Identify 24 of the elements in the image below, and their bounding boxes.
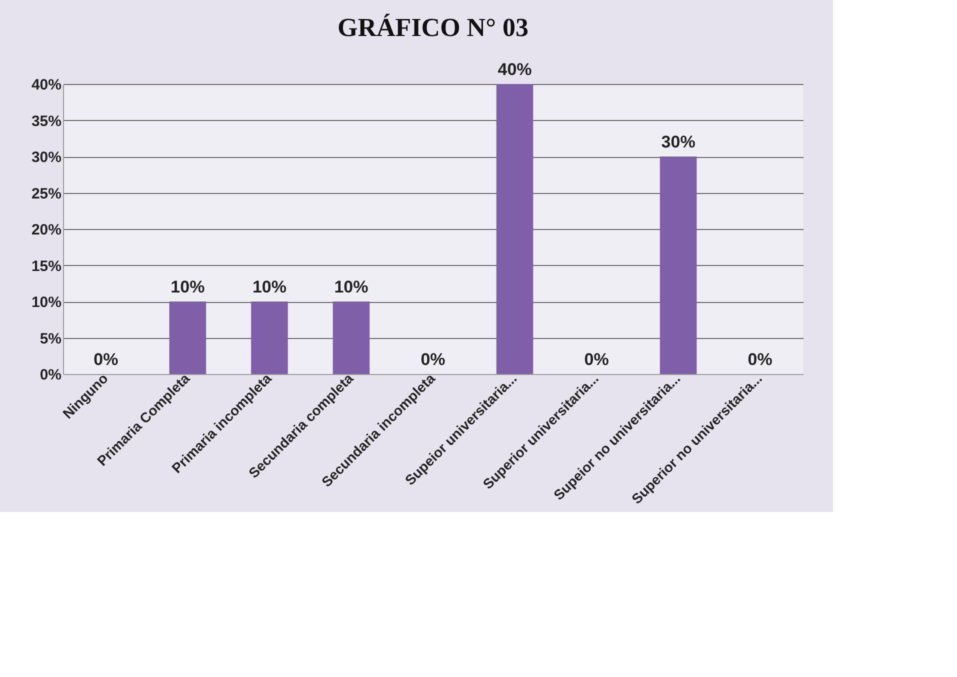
y-tick-label: 0% [40,366,62,384]
y-tick-label: 25% [31,185,62,202]
y-tick-label: 5% [40,330,62,348]
bar [496,84,534,374]
y-tick-label: 40% [31,76,62,94]
data-label: 40% [498,60,532,79]
y-tick-label: 35% [31,112,62,130]
bar [660,156,697,374]
data-label: 0% [748,350,772,369]
data-label: 30% [661,132,696,152]
y-tick-label: 10% [31,294,62,311]
chart-title: GRÁFICO N° 03 [338,13,528,42]
bar [251,302,288,374]
y-tick-label: 30% [31,149,62,166]
y-tick-label: 15% [31,258,62,275]
bar [169,302,206,374]
data-label: 0% [420,350,446,369]
data-label: 0% [94,350,118,369]
data-label: 10% [170,278,205,296]
data-label: 10% [334,278,368,296]
data-label: 0% [584,350,609,369]
data-label: 10% [252,278,286,296]
bar [332,302,370,374]
y-tick-label: 20% [31,222,62,238]
